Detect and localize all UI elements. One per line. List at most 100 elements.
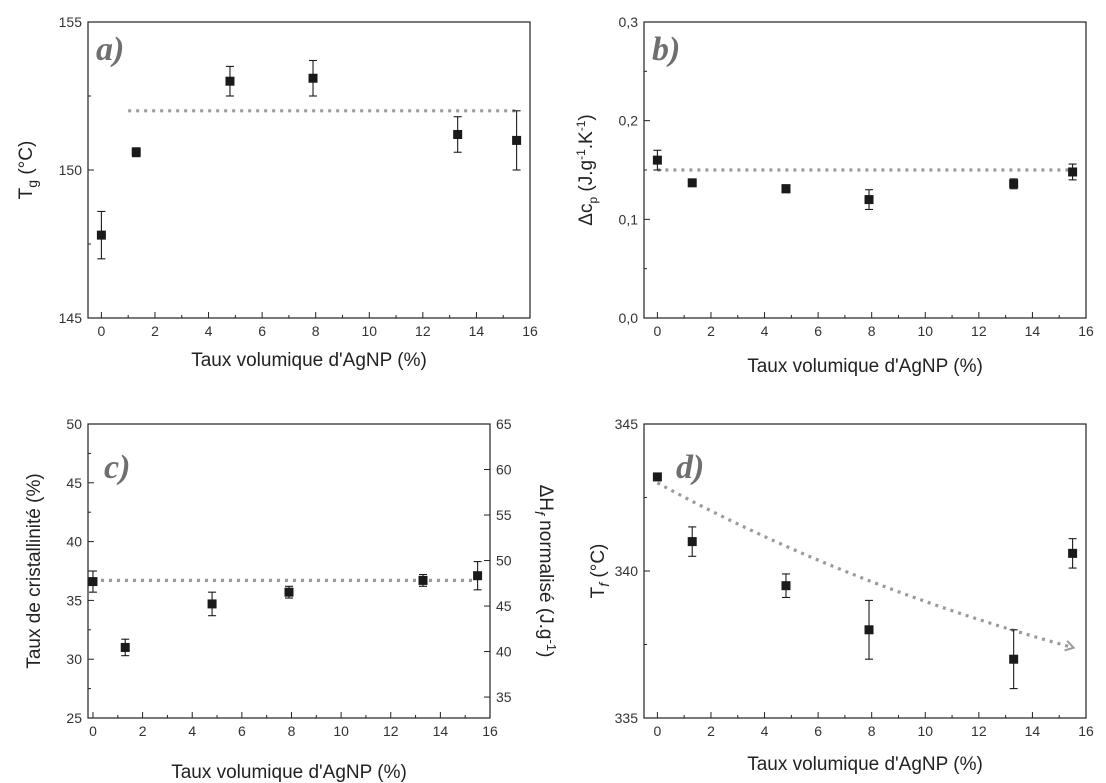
panel-b-y-tick-label: 0,3 [619,14,639,30]
panel-b-data-point [864,195,874,205]
panel-b-x-tick-label: 10 [917,323,933,339]
panel-d-label: d) [676,449,704,486]
panel-b-x-tick-label: 2 [707,323,715,339]
panel-d-y-tick-label: 345 [615,416,639,432]
panel-a-data-point [131,147,141,157]
panel-b-y-tick-label: 0,0 [619,310,639,326]
panel-a-x-tick-label: 0 [97,323,105,339]
panel-d-x-tick-label: 2 [707,723,715,739]
panel-b-label: b) [652,31,680,68]
panel-d-y-axis-label: Tf (°C) [588,544,612,599]
panel-c-y-tick-label: 40 [66,534,82,550]
panel-b-y-tick-label: 0,2 [619,113,639,129]
panel-b-x-tick-label: 12 [971,323,987,339]
panel-c-y-tick-label: 50 [66,416,82,432]
panel-d-y-tick-label: 335 [615,710,639,726]
panel-b-y-axis-label: Δcp (J.g-1.K-1) [574,114,600,225]
panel-a-y-label-main: T [16,187,37,199]
panel-d-y-label-sub: f [596,581,612,587]
panel-d-x-tick-label: 14 [1025,723,1041,739]
panel-c-right-y-tick-label: 65 [496,416,512,432]
panel-d-x-tick-label: 12 [971,723,987,739]
panel-b-data-point [1009,179,1019,189]
panel-c-x-axis-label: Taux volumique d'AgNP (%) [171,762,407,783]
panel-b-x-tick-label: 6 [814,323,822,339]
panel-c-x-tick-label: 6 [238,723,246,739]
panel-d-data-point [864,625,874,635]
panel-c-right-y-tick-label: 55 [496,507,512,523]
panel-b-x-tick-label: 16 [1078,323,1094,339]
panel-a-x-tick-label: 14 [469,323,485,339]
panel-c-data-point [473,571,483,581]
panel-d-y-label-rest: (°C) [588,544,609,583]
panel-c-label: c) [104,449,130,486]
panel-c-right-y-tick-label: 40 [496,644,512,660]
panel-c-x-tick-label: 0 [89,723,97,739]
panel-a-x-axis-label: Taux volumique d'AgNP (%) [191,350,427,371]
panel-c-plot-frame [87,423,491,719]
panel-a-data-point [225,76,235,86]
panel-b-y-tick-label: 0,1 [619,211,639,227]
panel-b: 0 2 4 6 8 10 12 14 16 0,0 0,1 0,2 0,3 b) Taux volumi… [574,14,1094,377]
panel-b-data-point [687,178,697,188]
panel-a-data-point [308,73,318,83]
panel-c-x-tick-label: 12 [383,723,399,739]
panel-d-marks: 0 2 4 6 8 10 12 14 16 335 340 345 [615,416,1094,739]
panel-d-data-point [781,581,791,591]
panel-c-x-tick-label: 16 [482,723,498,739]
panel-c-x-tick-label: 14 [433,723,449,739]
panel-a-y-tick-label: 150 [59,162,83,178]
panel-c-right-y-tick-label: 60 [496,462,512,478]
panel-b-x-tick-label: 14 [1025,323,1041,339]
panel-c-x-tick-label: 2 [139,723,147,739]
panel-b-x-tick-label: 0 [653,323,661,339]
panel-d-data-point [1009,654,1019,664]
panel-d-x-tick-label: 4 [761,723,769,739]
panel-a-x-tick-label: 10 [361,323,377,339]
panel-a-data-point [96,230,106,240]
panel-d-y-label-main: T [588,586,609,598]
panel-c-data-point [120,642,130,652]
panel-a-data-point [512,135,522,145]
panel-d: 0 2 4 6 8 10 12 14 16 335 340 345 d) Taux volumique… [588,416,1094,775]
panel-c-x-tick-label: 8 [288,723,296,739]
panel-c-y-tick-label: 30 [66,651,82,667]
panel-b-x-tick-label: 8 [868,323,876,339]
panel-d-x-axis-label: Taux volumique d'AgNP (%) [747,754,983,775]
panel-c-y-tick-label: 45 [66,475,82,491]
panel-b-data-point [1068,167,1078,177]
panel-d-plot-frame [643,423,1087,719]
panel-d-x-tick-label: 16 [1078,723,1094,739]
panel-a-x-tick-label: 2 [151,323,159,339]
panel-d-data-point [1068,548,1078,558]
panel-c-x-tick-label: 4 [188,723,196,739]
panel-a-plot-frame [87,21,531,319]
panel-d-x-tick-label: 0 [653,723,661,739]
panel-b-data-point [781,184,791,194]
panel-a: 0 2 4 6 8 10 12 14 16 145 150 155 a) Taux volumique… [16,14,538,371]
panel-d-x-tick-label: 10 [917,723,933,739]
panel-a-x-tick-label: 4 [205,323,213,339]
panel-c-data-point [284,587,294,597]
panel-c-y-axis-label: Taux de cristallinité (%) [24,473,45,668]
panel-c-right-y-axis-label: ΔHf normalisé (J.g-1) [532,485,559,658]
panel-d-x-tick-label: 6 [814,723,822,739]
panel-c-data-point [207,599,217,609]
panel-a-y-axis-label: Tg (°C) [16,141,40,200]
panel-c-data-point [88,577,98,587]
panel-a-marks: 0 2 4 6 8 10 12 14 16 145 150 155 [59,14,538,339]
panel-c-x-tick-label: 10 [333,723,349,739]
panel-c-right-y-tick-label: 50 [496,553,512,569]
panel-d-data-point [652,472,662,482]
panel-d-x-tick-label: 8 [868,723,876,739]
panel-b-data-point [652,155,662,165]
panel-a-x-tick-label: 8 [312,323,320,339]
panel-a-x-tick-label: 16 [522,323,538,339]
panel-b-marks: 0 2 4 6 8 10 12 14 16 0,0 0,1 0,2 0,3 [619,14,1094,339]
panel-c-data-point [418,575,428,585]
panel-a-y-label-sub: g [24,180,40,188]
panel-c-marks: 0 2 4 6 8 10 12 14 16 25 30 35 40 45 50 35 40 45 50 55 60 65 [66,416,511,739]
panel-c-right-y-tick-label: 45 [496,598,512,614]
panel-b-x-axis-label: Taux volumique d'AgNP (%) [747,356,983,377]
panel-a-label: a) [96,31,124,68]
